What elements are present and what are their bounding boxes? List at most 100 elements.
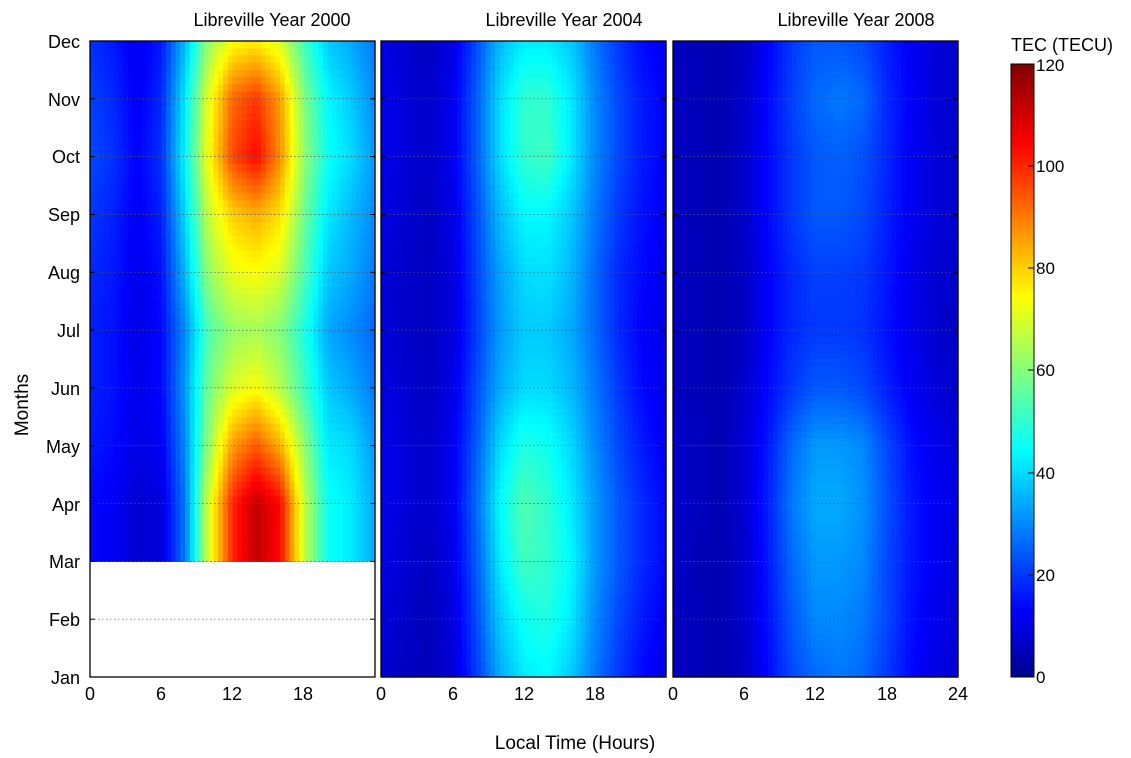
heatmap-cell	[185, 344, 191, 353]
heatmap-cell	[327, 185, 333, 194]
heatmap-cell	[318, 467, 324, 476]
heatmap-cell	[632, 77, 639, 85]
heatmap-cell	[370, 98, 376, 107]
heatmap-cell	[346, 315, 352, 324]
heatmap-cell	[438, 77, 444, 85]
heatmap-cell	[365, 77, 371, 85]
heatmap-cell	[365, 163, 371, 172]
heatmap-cell	[341, 380, 348, 389]
heatmap-cell	[113, 467, 120, 476]
heatmap-cell	[113, 431, 120, 440]
heatmap-cell	[385, 84, 392, 93]
heatmap-cell	[346, 438, 352, 447]
heatmap-cell	[123, 221, 129, 230]
heatmap-cell	[137, 387, 143, 396]
heatmap-cell	[104, 503, 110, 512]
heatmap-cell	[466, 98, 472, 107]
heatmap-cell	[280, 84, 286, 93]
heatmap-cell	[109, 424, 115, 432]
heatmap-cell	[232, 438, 238, 447]
heatmap-cell	[104, 84, 110, 93]
heatmap-cell	[137, 134, 143, 143]
heatmap-cell	[365, 337, 371, 346]
heatmap-cell	[547, 41, 553, 49]
heatmap-cell	[313, 344, 319, 353]
heatmap-cell	[94, 265, 101, 273]
heatmap-cell	[132, 265, 139, 273]
heatmap-cell	[613, 41, 620, 49]
heatmap-cell	[261, 286, 267, 295]
heatmap-cell	[204, 322, 210, 331]
heatmap-cell	[346, 265, 352, 273]
heatmap-cell	[213, 228, 219, 237]
heatmap-cell	[365, 366, 371, 375]
heatmap-cell	[313, 431, 319, 440]
heatmap-cell	[204, 546, 210, 555]
heatmap-cell	[341, 481, 348, 490]
heatmap-cell	[327, 351, 333, 360]
heatmap-cell	[327, 69, 333, 78]
heatmap-cell	[227, 301, 234, 310]
heatmap-cell	[322, 496, 329, 505]
heatmap-cell	[327, 409, 333, 418]
heatmap-cell	[137, 496, 143, 505]
heatmap-cell	[337, 539, 343, 548]
heatmap-cell	[485, 48, 491, 57]
heatmap-cell	[251, 178, 257, 187]
heatmap-cell	[194, 84, 200, 93]
heatmap-cell	[270, 366, 276, 375]
heatmap-cell	[365, 156, 371, 165]
heatmap-cell	[628, 62, 634, 71]
heatmap-cell	[251, 308, 257, 317]
heatmap-cell	[346, 98, 352, 107]
heatmap-cell	[632, 41, 639, 49]
heatmap-cell	[151, 106, 158, 114]
heatmap-cell	[94, 228, 101, 237]
heatmap-cell	[142, 445, 148, 454]
heatmap-cell	[104, 532, 110, 541]
heatmap-cell	[318, 207, 324, 216]
heatmap-cell	[128, 322, 134, 331]
heatmap-cell	[227, 250, 234, 259]
heatmap-cell	[94, 221, 101, 230]
heatmap-cell	[246, 474, 253, 483]
heatmap-cell	[237, 156, 243, 165]
heatmap-cell	[337, 178, 343, 187]
heatmap-cell	[275, 106, 281, 114]
heatmap-cell	[341, 518, 348, 526]
heatmap-cell	[242, 387, 248, 396]
heatmap-cell	[204, 373, 210, 382]
heatmap-cell	[109, 359, 115, 367]
heatmap-cell	[147, 185, 153, 194]
heatmap-cell	[156, 525, 162, 534]
heatmap-cell	[213, 532, 219, 541]
heatmap-cell	[99, 489, 105, 497]
heatmap-cell	[223, 510, 229, 519]
heatmap-cell	[175, 344, 181, 353]
heatmap-cell	[365, 532, 371, 541]
heatmap-cell	[275, 279, 281, 288]
heatmap-cell	[132, 48, 139, 57]
heatmap-cell	[351, 156, 357, 165]
heatmap-cell	[275, 467, 281, 476]
heatmap-cell	[471, 91, 477, 100]
heatmap-cell	[147, 380, 153, 389]
heatmap-cell	[189, 322, 196, 331]
heatmap-cell	[256, 351, 262, 360]
heatmap-cell	[128, 272, 134, 281]
heatmap-cell	[360, 489, 367, 497]
heatmap-cell	[166, 351, 172, 360]
heatmap-cell	[337, 200, 343, 208]
heatmap-cell	[346, 257, 352, 266]
heatmap-cell	[552, 106, 558, 114]
heatmap-cell	[313, 171, 319, 179]
heatmap-cell	[661, 69, 667, 78]
heatmap-cell	[523, 84, 529, 93]
heatmap-cell	[275, 200, 281, 208]
heatmap-cell	[180, 265, 186, 273]
heatmap-cell	[123, 460, 129, 469]
heatmap-cell	[275, 156, 281, 165]
heatmap-cell	[495, 62, 501, 71]
heatmap-cell	[289, 308, 295, 317]
heatmap-cell	[161, 525, 167, 534]
